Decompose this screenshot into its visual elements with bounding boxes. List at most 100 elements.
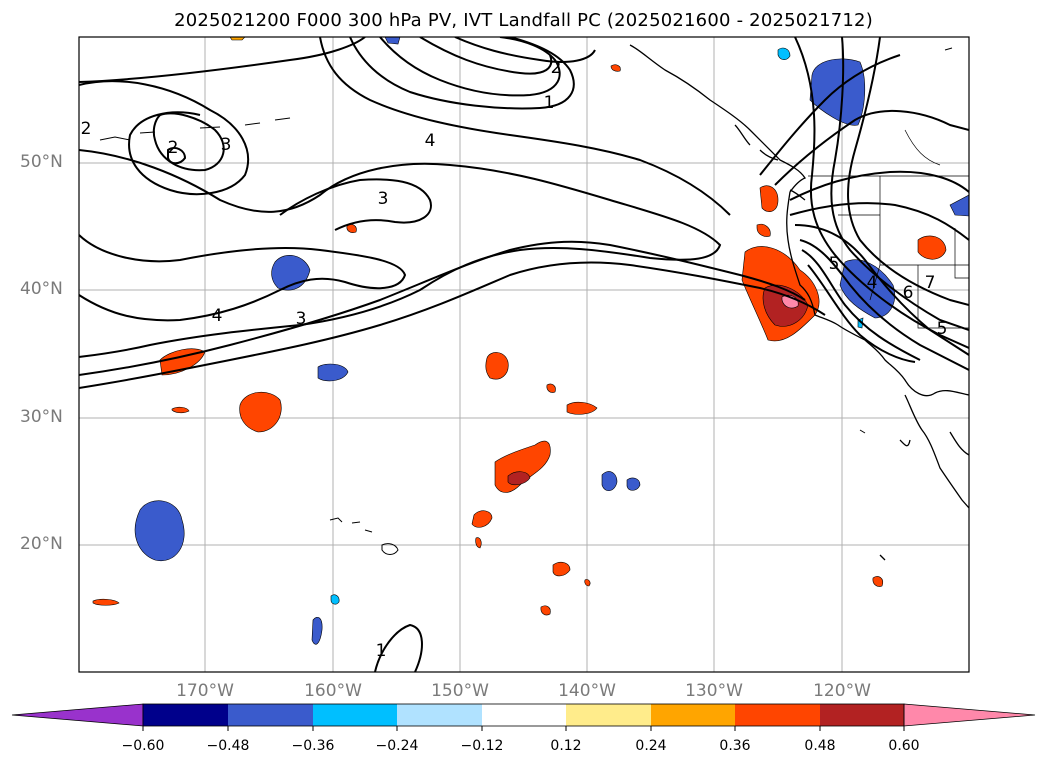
lat-label: 30°N	[20, 407, 63, 427]
lon-label: 120°W	[813, 681, 871, 701]
contour-label: 4	[425, 131, 436, 151]
pv-contour	[319, 37, 731, 216]
colorbar-extend-right	[903, 703, 1036, 727]
pv-contour	[379, 37, 561, 97]
pv-contour	[794, 224, 969, 356]
colorbar-tick-label: 0.24	[635, 738, 667, 754]
map-title: 2025021200 F000 300 hPa PV, IVT Landfall…	[174, 10, 873, 31]
neg-blob	[809, 58, 866, 126]
contour-label: 7	[925, 273, 936, 293]
colorbar-segment	[651, 704, 735, 726]
map-frame	[78, 36, 970, 673]
pos-blob	[610, 64, 621, 72]
colorbar-segment	[228, 704, 313, 726]
pos-blob	[239, 392, 282, 433]
pv-contour	[79, 234, 407, 322]
pv-contour	[79, 80, 250, 196]
colorbar-tick-label: 0.36	[719, 738, 751, 754]
pos-blob	[475, 537, 482, 549]
colorbar-segment	[482, 704, 566, 726]
pos-blob	[759, 185, 779, 213]
pv-contour	[830, 37, 969, 331]
pos-blob	[229, 37, 246, 41]
colorbar-tick-label: −0.24	[375, 738, 419, 754]
pos-blob	[872, 576, 883, 587]
pos-blob	[346, 224, 357, 233]
colorbar-segment	[143, 704, 228, 726]
pv-contour	[807, 264, 916, 363]
colorbar-tick-label: −0.60	[121, 738, 165, 754]
contour-label: 3	[378, 189, 389, 209]
contour-label: 5	[829, 254, 840, 274]
colorbar-tick-label: 0.12	[550, 738, 582, 754]
contour-label-layer: 2 3 4 3 3 4 2 1 1 5 6 7 5 4 2	[81, 58, 948, 661]
pos-blob	[566, 401, 598, 415]
lat-label: 50°N	[20, 152, 63, 172]
contour-label: 2	[168, 138, 179, 158]
lat-label: 20°N	[20, 534, 63, 554]
pos-blob	[546, 383, 556, 393]
neg-blob	[134, 500, 185, 562]
colorbar-tick-label: −0.48	[206, 738, 250, 754]
pv-contour	[799, 239, 969, 371]
pv-contour	[789, 170, 969, 201]
islands	[99, 47, 953, 555]
pos-blob	[471, 510, 493, 528]
pv-contour	[167, 147, 187, 165]
contour-label: 1	[376, 641, 387, 661]
colorbar-segment	[735, 704, 820, 726]
colorbar-tick-label: −0.36	[291, 738, 335, 754]
pv-contour	[774, 110, 969, 186]
colorbar-tick-label: 0.60	[888, 738, 920, 754]
pv-contours	[79, 37, 969, 672]
pv-contour	[79, 261, 826, 389]
pv-contour	[759, 54, 901, 176]
colorbar	[11, 703, 1036, 731]
pos-blob	[507, 471, 531, 486]
neg-blob	[384, 37, 401, 45]
colorbar-segment	[397, 704, 482, 726]
lon-label: 170°W	[176, 681, 234, 701]
pv-contour	[79, 240, 806, 376]
pos-blob	[756, 223, 771, 237]
lon-label: 140°W	[558, 681, 616, 701]
contour-label: 3	[296, 309, 307, 329]
pv-contour	[454, 37, 596, 63]
pv-contour	[152, 112, 225, 172]
lon-label: 130°W	[685, 681, 743, 701]
graticule	[79, 37, 969, 672]
contour-label: 2	[81, 119, 92, 139]
neg-blob	[330, 594, 340, 605]
contour-label: 4	[212, 306, 223, 326]
neg-blob	[626, 477, 641, 491]
pos-blob	[917, 235, 947, 260]
neg-blob	[601, 471, 618, 491]
lon-label: 160°W	[304, 681, 362, 701]
colorbar-extend-left	[11, 703, 144, 727]
contour-label: 2	[551, 58, 562, 78]
pv-contour	[801, 249, 921, 361]
pos-blob	[552, 561, 571, 577]
pv-contour	[79, 37, 366, 83]
pos-blob	[485, 352, 509, 380]
pos-blob	[171, 406, 190, 414]
pos-blob	[540, 605, 551, 616]
pv-contour	[789, 202, 969, 241]
colorbar-tick-label: −0.12	[460, 738, 504, 754]
pos-blob	[92, 598, 120, 606]
pv-contour	[349, 37, 575, 110]
colorbar-segment	[566, 704, 651, 726]
lon-label: 150°W	[431, 681, 489, 701]
contour-label: 5	[937, 319, 948, 339]
neg-blob	[317, 363, 349, 382]
neg-blob	[311, 617, 323, 645]
ivt-positive-anomalies	[92, 37, 947, 616]
pos-blob	[584, 579, 591, 587]
contour-label: 1	[544, 93, 555, 113]
contour-label: 6	[903, 283, 914, 303]
pv-contour	[374, 623, 423, 672]
coastlines	[629, 44, 969, 561]
colorbar-tick-label: 0.48	[804, 738, 836, 754]
contour-label: 3	[221, 135, 232, 155]
